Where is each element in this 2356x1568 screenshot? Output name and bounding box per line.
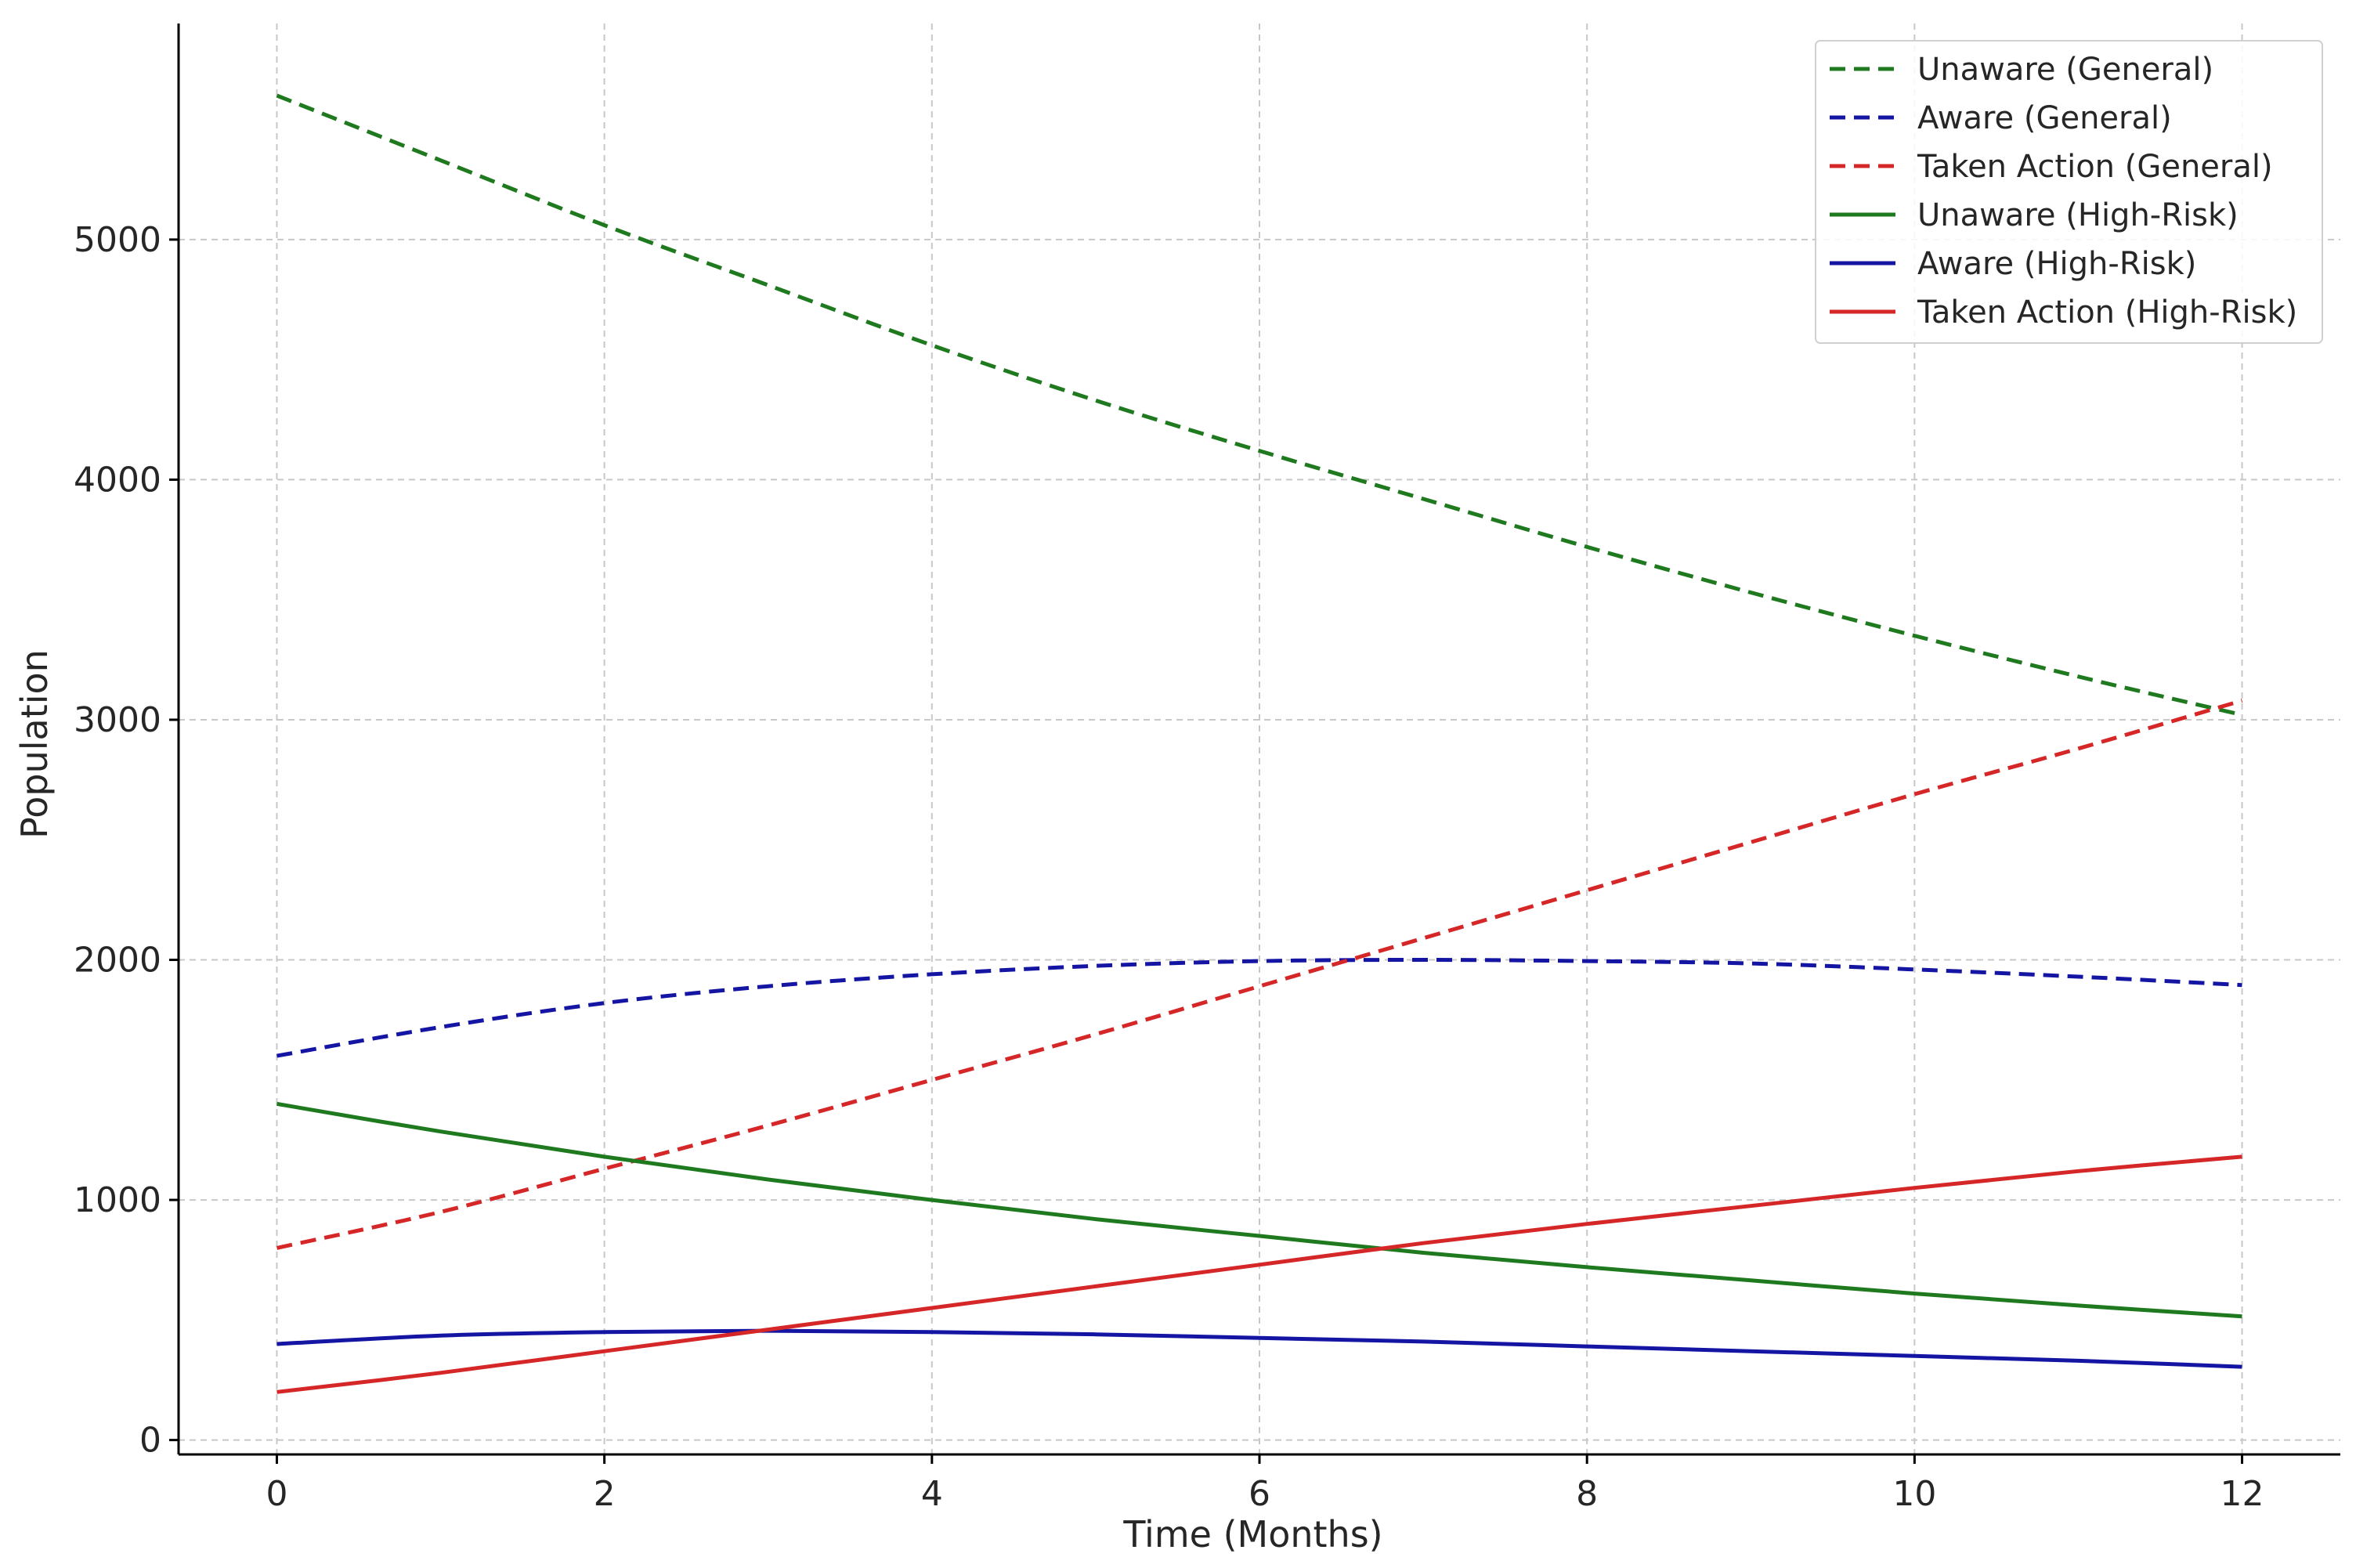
series-line-2: [276, 958, 2242, 1058]
x-tick-label: 2: [594, 1474, 616, 1514]
legend-entry-label: Unaware (General): [1917, 52, 2213, 88]
x-tick-label: 10: [1892, 1474, 1936, 1514]
x-tick-label: 6: [1248, 1474, 1270, 1514]
legend-entry-label: Taken Action (High-Risk): [1917, 294, 2297, 331]
y-tick-label: 5000: [74, 220, 161, 260]
x-tick-label: 4: [921, 1474, 943, 1514]
legend-box: [1815, 40, 2323, 344]
y-tick-label: 1000: [74, 1180, 161, 1220]
y-axis-label: Population: [13, 649, 56, 839]
y-tick-label: 2000: [74, 941, 161, 981]
legend: Unaware (General) Aware (General) Taken Ac…: [1815, 40, 2323, 344]
series-line-1: [276, 93, 2243, 717]
legend-entry-label: Aware (High-Risk): [1917, 246, 2196, 282]
series-line-3: [276, 699, 2243, 1250]
x-axis-label: Time (Months): [1122, 1513, 1382, 1555]
series-lines: [276, 93, 2243, 1394]
y-tick-label: 4000: [74, 460, 161, 500]
x-tick-label: 0: [266, 1474, 287, 1514]
y-tick-label: 3000: [74, 700, 161, 740]
series-line-4: [276, 1101, 2242, 1319]
tick-labels: 0 2 4 6 8 10 12 0 1000 2000 3000 4000 5000: [74, 220, 2264, 1514]
x-tick-label: 8: [1576, 1474, 1598, 1514]
legend-entry-label: Aware (General): [1917, 100, 2172, 136]
series-line-5: [276, 1328, 2242, 1369]
legend-entry-label: Taken Action (General): [1917, 149, 2273, 185]
x-tick-label: 12: [2220, 1474, 2264, 1514]
series-line-6: [276, 1154, 2242, 1394]
y-tick-label: 0: [139, 1421, 161, 1461]
legend-entry-label: Unaware (High-Risk): [1917, 197, 2239, 233]
